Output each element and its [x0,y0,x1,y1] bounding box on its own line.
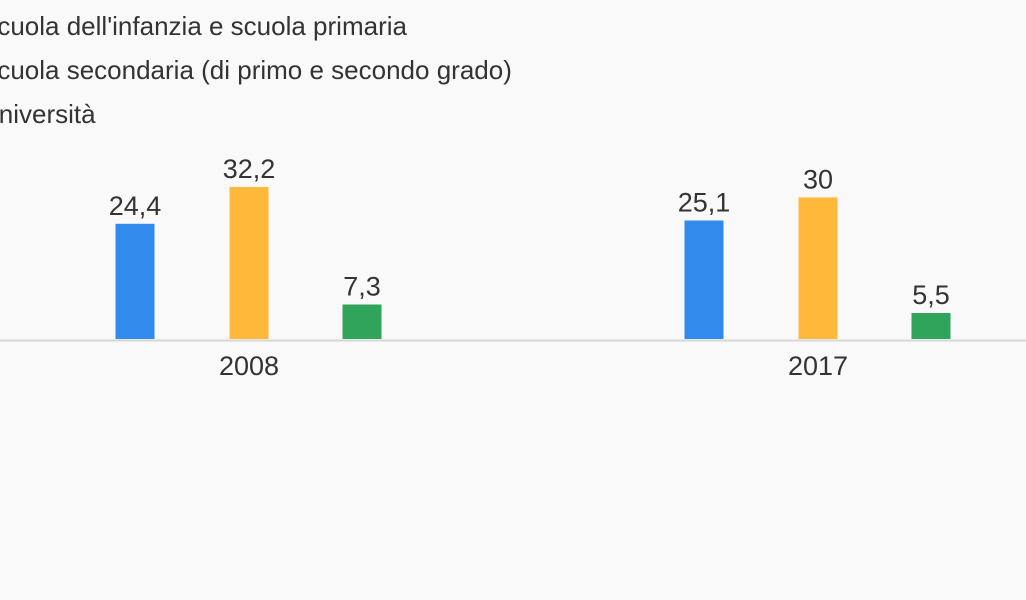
value-label-universita-2017: 5,5 [912,280,950,310]
legend-label-infanzia-primaria: Scuola dell'infanzia e scuola primaria [0,11,407,41]
bar-universita-2017[interactable] [911,313,951,339]
bar-secondaria-2017[interactable] [798,197,838,339]
chart-legend: Scuola dell'infanzia e scuola primaria S… [0,0,1026,140]
legend-item-universita[interactable]: Università [0,99,96,129]
value-label-secondaria-2017: 30 [803,164,833,194]
category-label-2017: 2017 [788,351,848,381]
category-label-2008: 2008 [219,351,279,381]
value-label-secondaria-2008: 32,2 [223,154,276,184]
value-label-infanzia-primaria-2008: 24,4 [109,191,162,221]
value-label-universita-2008: 7,3 [343,272,381,302]
value-label-infanzia-primaria-2017: 25,1 [678,188,731,218]
value-labels-group: 24,4 32,2 7,3 25,1 30 5,5 [109,154,950,310]
bar-infanzia-primaria-2017[interactable] [684,220,724,340]
legend-label-secondaria: Scuola secondaria (di primo e secondo gr… [0,55,512,85]
legend-label-universita: Università [0,99,96,129]
category-labels-group: 2008 2017 [219,351,848,381]
bar-universita-2008[interactable] [342,304,382,340]
bar-infanzia-primaria-2008[interactable] [115,223,155,339]
bar-secondaria-2008[interactable] [229,187,269,339]
bars-group [115,187,951,340]
legend-item-infanzia-primaria[interactable]: Scuola dell'infanzia e scuola primaria [0,11,407,41]
legend-item-secondaria[interactable]: Scuola secondaria (di primo e secondo gr… [0,55,512,85]
